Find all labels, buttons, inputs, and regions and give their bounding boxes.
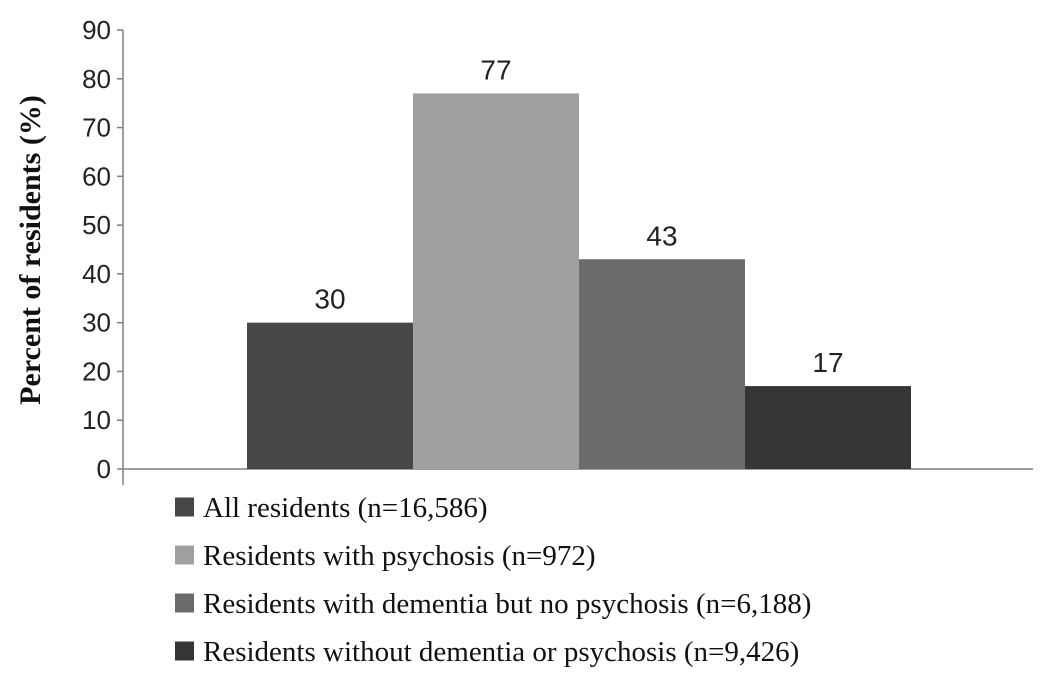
y-tick-label: 80 (82, 64, 111, 94)
legend-swatch (175, 545, 194, 565)
legend: All residents (n=16,586) Residents with p… (175, 492, 811, 668)
legend-entry: Residents with dementia but no psychosis… (175, 588, 811, 620)
y-axis-label: Percent of residents (%) (14, 95, 47, 405)
bar (745, 386, 911, 469)
y-tick-label: 30 (82, 308, 111, 338)
data-labels-layer: 30 77 43 17 (314, 54, 843, 378)
bar (413, 93, 579, 470)
data-label: 30 (314, 284, 345, 315)
bars-layer (247, 93, 911, 470)
legend-entry: Residents with psychosis (n=972) (175, 540, 596, 572)
legend-label: Residents with dementia but no psychosis… (203, 588, 811, 620)
bar (247, 322, 413, 469)
legend-label: Residents without dementia or psychosis … (203, 636, 799, 668)
legend-entry: Residents without dementia or psychosis … (175, 636, 799, 668)
y-tick-label: 50 (82, 210, 111, 240)
data-label: 77 (480, 54, 511, 85)
y-tick-label: 60 (82, 161, 111, 191)
y-tick-label: 40 (82, 259, 111, 289)
legend-swatch (175, 641, 194, 661)
y-tick-label: 10 (82, 405, 111, 435)
legend-label: All residents (n=16,586) (203, 492, 488, 524)
legend-swatch (175, 497, 194, 517)
legend-entry: All residents (n=16,586) (175, 492, 488, 524)
y-tick-label: 90 (82, 15, 111, 45)
y-tick-label: 0 (97, 454, 111, 484)
y-tick-label: 70 (82, 113, 111, 143)
data-label: 43 (646, 220, 677, 251)
axis-layer: 0 10 20 30 40 50 60 70 80 90 (82, 15, 1033, 485)
legend-label: Residents with psychosis (n=972) (203, 540, 596, 572)
legend-swatch (175, 593, 194, 613)
y-tick-label: 20 (82, 356, 111, 386)
bar (579, 259, 745, 469)
data-label: 17 (812, 347, 843, 378)
